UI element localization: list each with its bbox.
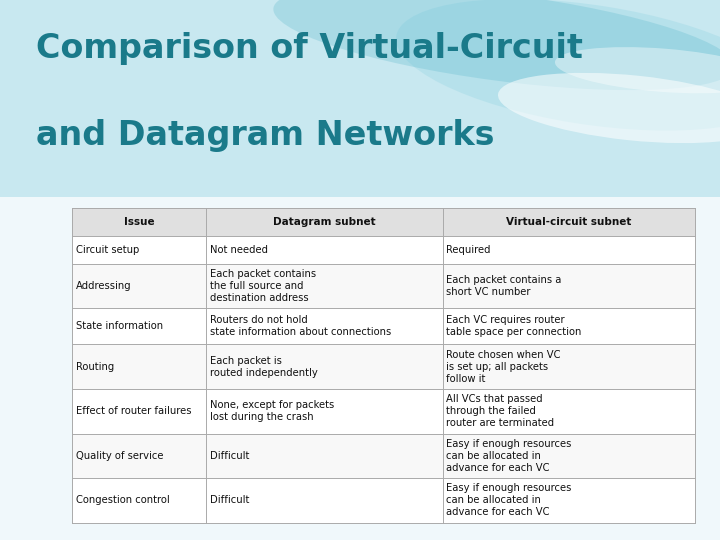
Text: Comparison of Virtual-Circuit: Comparison of Virtual-Circuit <box>36 32 583 65</box>
Text: Each packet contains
the full source and
destination address: Each packet contains the full source and… <box>210 269 315 303</box>
Text: Difficult: Difficult <box>210 451 249 461</box>
Bar <box>72 478 695 523</box>
Text: Easy if enough resources
can be allocated in
advance for each VC: Easy if enough resources can be allocate… <box>446 483 572 517</box>
Bar <box>72 236 695 264</box>
Bar <box>72 308 695 345</box>
Bar <box>72 345 695 389</box>
Text: None, except for packets
lost during the crash: None, except for packets lost during the… <box>210 400 334 422</box>
Bar <box>72 208 695 236</box>
Text: Congestion control: Congestion control <box>76 495 169 505</box>
Ellipse shape <box>396 0 720 131</box>
Text: Required: Required <box>446 245 490 255</box>
Text: Route chosen when VC
is set up; all packets
follow it: Route chosen when VC is set up; all pack… <box>446 350 561 384</box>
Ellipse shape <box>274 0 720 90</box>
Bar <box>72 389 695 434</box>
Text: Not needed: Not needed <box>210 245 268 255</box>
Text: Easy if enough resources
can be allocated in
advance for each VC: Easy if enough resources can be allocate… <box>446 439 572 473</box>
Text: Each VC requires router
table space per connection: Each VC requires router table space per … <box>446 315 582 338</box>
Text: Quality of service: Quality of service <box>76 451 163 461</box>
Text: Difficult: Difficult <box>210 495 249 505</box>
Text: Issue: Issue <box>124 217 154 227</box>
Bar <box>72 434 695 478</box>
Text: Each packet contains a
short VC number: Each packet contains a short VC number <box>446 275 562 297</box>
Text: Each packet is
routed independently: Each packet is routed independently <box>210 356 318 377</box>
Text: Routers do not hold
state information about connections: Routers do not hold state information ab… <box>210 315 391 338</box>
Text: Datagram subnet: Datagram subnet <box>273 217 376 227</box>
Text: Virtual-circuit subnet: Virtual-circuit subnet <box>506 217 631 227</box>
Text: Effect of router failures: Effect of router failures <box>76 406 191 416</box>
Text: and Datagram Networks: and Datagram Networks <box>36 119 495 152</box>
Text: Routing: Routing <box>76 362 114 372</box>
Bar <box>0 197 720 540</box>
Ellipse shape <box>498 73 720 143</box>
Bar <box>0 0 720 197</box>
Text: All VCs that passed
through the failed
router are terminated: All VCs that passed through the failed r… <box>446 394 554 428</box>
Text: State information: State information <box>76 321 163 332</box>
Ellipse shape <box>555 47 720 93</box>
Text: Circuit setup: Circuit setup <box>76 245 139 255</box>
Text: Addressing: Addressing <box>76 281 131 291</box>
Bar <box>72 264 695 308</box>
